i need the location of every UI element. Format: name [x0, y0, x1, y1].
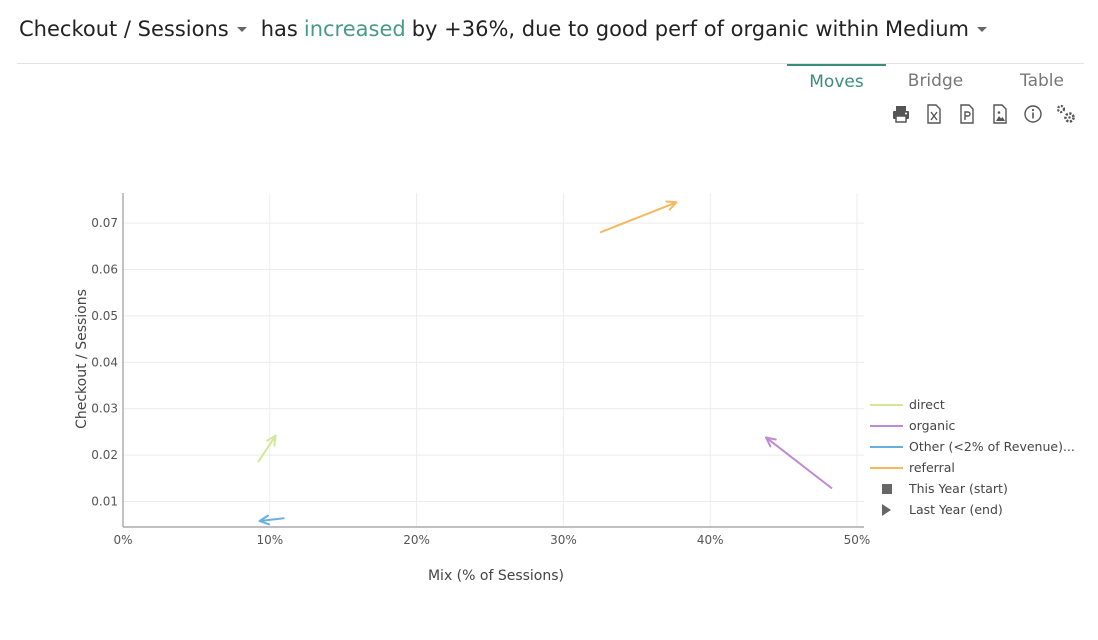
x-tick-label: 0%: [113, 533, 132, 547]
info-icon[interactable]: [1022, 103, 1044, 125]
tab-moves[interactable]: Moves: [787, 64, 886, 98]
y-tick-label: 0.02: [91, 448, 118, 462]
series-arrow-head: [266, 434, 277, 447]
legend-item-last-year: Last Year (end): [870, 499, 1075, 520]
settings-icon[interactable]: [1055, 103, 1077, 125]
series-arrow-head: [665, 200, 678, 211]
chart-legend: direct organic Other (<2% of Revenue)...…: [870, 394, 1075, 520]
legend-swatch: [870, 445, 903, 448]
x-tick-label: 20%: [403, 533, 430, 547]
tab-table[interactable]: Table: [1020, 71, 1064, 91]
headline-text-pre: has: [260, 17, 298, 41]
headline: Checkout / Sessions has increased by +36…: [19, 14, 988, 44]
dimension-dropdown-icon[interactable]: [977, 26, 988, 32]
axes: [122, 193, 864, 528]
legend-item-referral[interactable]: referral: [870, 457, 1075, 478]
print-icon[interactable]: [890, 103, 912, 125]
x-tick-labels: 0% 10% 20% 30% 40% 50%: [113, 533, 870, 547]
excel-export-icon[interactable]: [923, 103, 945, 125]
legend-item-organic[interactable]: organic: [870, 415, 1075, 436]
grid-lines: [123, 193, 864, 527]
legend-label: Other (<2% of Revenue)...: [909, 439, 1075, 454]
legend-swatch: [870, 403, 903, 406]
legend-item-other[interactable]: Other (<2% of Revenue)...: [870, 436, 1075, 457]
series-arrow-line: [259, 517, 285, 522]
legend-swatch: [870, 466, 903, 469]
y-tick-label: 0.07: [91, 216, 118, 230]
metric-dropdown-icon[interactable]: [236, 26, 247, 32]
legend-label: direct: [909, 397, 945, 412]
legend-item-this-year: This Year (start): [870, 478, 1075, 499]
series-arrow-line: [257, 435, 277, 463]
x-axis-label: Mix (% of Sessions): [428, 568, 564, 584]
dimension-selector-label[interactable]: Medium: [885, 17, 970, 41]
y-tick-label: 0.03: [91, 402, 118, 416]
legend-label: organic: [909, 418, 956, 433]
series-arrows: [257, 200, 833, 526]
y-tick-label: 0.05: [91, 309, 118, 323]
view-tabs: Moves Bridge Table: [787, 64, 1098, 98]
tab-bridge[interactable]: Bridge: [907, 71, 964, 91]
header-divider: [17, 63, 1084, 64]
legend-label: This Year (start): [909, 481, 1008, 496]
x-tick-label: 30%: [550, 533, 577, 547]
legend-label: referral: [909, 460, 955, 475]
series-arrow-head: [258, 514, 270, 526]
x-tick-label: 10%: [256, 533, 283, 547]
x-tick-label: 40%: [697, 533, 724, 547]
y-tick-label: 0.06: [91, 263, 118, 277]
y-axis-label: Checkout / Sessions: [74, 289, 90, 429]
metric-selector-label[interactable]: Checkout / Sessions: [19, 17, 229, 41]
headline-text-post: by +36%, due to good perf of organic wit…: [411, 17, 880, 41]
series-arrow-head: [764, 436, 777, 448]
legend-swatch: [870, 424, 903, 427]
x-tick-label: 50%: [844, 533, 871, 547]
pdf-export-icon[interactable]: [956, 103, 978, 125]
y-tick-label: 0.01: [91, 494, 118, 508]
triangle-marker-icon: [870, 503, 903, 516]
legend-label: Last Year (end): [909, 502, 1003, 517]
export-toolbar: [890, 103, 1077, 125]
series-arrow-line: [765, 436, 833, 490]
headline-trend-word: increased: [303, 17, 406, 41]
image-export-icon[interactable]: [989, 103, 1011, 125]
square-marker-icon: [870, 483, 903, 494]
legend-item-direct[interactable]: direct: [870, 394, 1075, 415]
y-tick-label: 0.04: [91, 355, 118, 369]
series-arrow-line: [599, 201, 677, 234]
y-tick-labels: 0.01 0.02 0.03 0.04 0.05 0.06 0.07: [91, 216, 118, 508]
